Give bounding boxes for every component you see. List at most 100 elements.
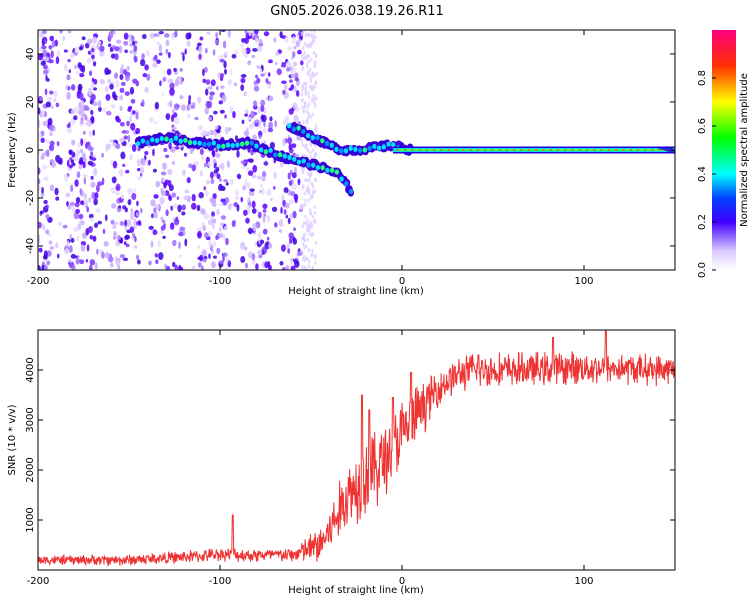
carrier-peak <box>440 149 443 151</box>
spectrogram-noise-point <box>291 36 296 44</box>
spectrogram-noise-point <box>114 221 119 225</box>
main-trace-core <box>287 154 292 160</box>
spectrogram-noise-point <box>207 161 212 167</box>
spectrogram-noise-point <box>204 107 209 115</box>
spectrogram-noise-point <box>247 116 252 121</box>
spectrogram-noise-point <box>162 162 167 170</box>
spectrogram-noise-point <box>57 253 60 259</box>
spectrogram-noise-point <box>184 189 190 194</box>
spectrogram-noise-point <box>42 69 49 75</box>
spectrogram-noise-point <box>47 78 50 82</box>
spectrogram-noise-point <box>223 60 227 69</box>
spectrogram-noise-point <box>203 129 207 137</box>
spectrogram-noise-point <box>120 81 126 86</box>
spectrogram-noise-point <box>235 196 240 201</box>
spectrogram-noise-point <box>311 148 315 153</box>
spectrogram-noise-point <box>88 197 91 203</box>
spectrogram-noise-point <box>152 62 158 68</box>
spectrogram-noise-point <box>115 259 121 267</box>
spectrogram-noise-point <box>45 213 50 220</box>
spectrogram-noise-point <box>219 178 222 182</box>
spectrogram-noise-point <box>200 131 205 137</box>
spectrogram-noise-point <box>266 189 272 196</box>
spectrogram-noise-point <box>89 235 94 240</box>
spectrogram-noise-point <box>141 53 145 60</box>
spectrogram-noise-point <box>292 61 298 67</box>
spectrogram-noise-point <box>204 232 209 239</box>
spectrogram-noise-point <box>311 194 314 199</box>
spectrogram-noise-point <box>255 37 259 43</box>
spectrogram-noise-point <box>167 78 173 84</box>
snr-y-tick-label: 2000 <box>25 457 36 482</box>
spectrogram-noise-point <box>136 200 139 207</box>
spectrogram-noise-point <box>307 171 311 176</box>
spectrogram-noise-point <box>197 256 203 261</box>
spectrogram-noise-point <box>224 126 229 135</box>
spectrogram-noise-point <box>40 137 45 143</box>
spectrogram-noise-point <box>202 258 207 263</box>
spectrogram-noise-point <box>68 69 72 74</box>
spectrogram-noise-point <box>114 46 120 52</box>
spectrogram-noise-point <box>115 115 120 121</box>
spectrogram-noise-point <box>223 179 228 183</box>
spectrogram-noise-point <box>308 259 311 264</box>
spectrogram-noise-point <box>81 99 84 107</box>
spectrogram-noise-point <box>42 164 48 170</box>
spectrogram-noise-point <box>63 173 69 182</box>
spectrogram-noise-point <box>153 194 159 199</box>
spectrogram-noise-point <box>197 230 202 239</box>
spectrogram-noise-point <box>55 196 60 201</box>
spectrogram-noise-point <box>225 237 229 246</box>
spectrogram-noise-point <box>115 240 120 247</box>
spectrogram-noise-point <box>55 242 59 249</box>
spectrogram-noise-point <box>308 188 311 193</box>
spectrogram-noise-point <box>290 265 296 270</box>
spectrogram-noise-point <box>262 128 267 133</box>
spectrogram-noise-point <box>259 68 263 74</box>
spectrogram-noise-point <box>67 58 71 63</box>
spectrogram-noise-point <box>248 190 255 197</box>
spectrogram-noise-point <box>126 66 130 71</box>
spectrogram-noise-point <box>67 204 71 210</box>
spectrogram-noise-point <box>283 209 287 215</box>
spectrogram-noise-point <box>77 223 82 231</box>
spectrogram-noise-point <box>288 198 294 205</box>
spectrogram-noise-point <box>209 91 215 96</box>
spectrogram-noise-point <box>292 210 297 219</box>
spectrogram-noise-point <box>251 54 256 59</box>
spectrogram-noise-point <box>110 262 114 268</box>
spectrogram-noise-point <box>283 84 288 91</box>
spectrogram-noise-point <box>56 50 61 58</box>
spectrogram-noise-point <box>211 211 215 217</box>
spectrogram-noise-point <box>215 32 218 38</box>
main-trace-core <box>173 135 179 141</box>
spectrogram-noise-point <box>234 135 239 142</box>
spectrogram-noise-point <box>307 59 311 64</box>
spectrogram-noise-point <box>243 91 247 97</box>
spectrogram-noise-point <box>227 30 231 38</box>
spectrogram-noise-point <box>129 226 135 233</box>
spectrogram-noise-point <box>66 240 70 247</box>
spectrogram-noise-point <box>291 143 297 149</box>
spectrogram-x-tick-label: 100 <box>574 276 593 287</box>
carrier-peak <box>498 149 501 151</box>
spectrogram-noise-point <box>43 56 50 62</box>
spectrogram-noise-point <box>107 43 112 48</box>
spectrogram-noise-point <box>78 160 84 165</box>
spectrogram-noise-point <box>293 227 296 231</box>
spectrogram-noise-point <box>69 157 73 161</box>
spectrogram-noise-point <box>79 92 84 101</box>
spectrogram-noise-point <box>172 109 175 114</box>
spectrogram-noise-point <box>127 134 131 143</box>
spectrogram-noise-point <box>41 45 47 50</box>
spectrogram-noise-point <box>256 65 260 69</box>
spectrogram-noise-point <box>290 73 296 79</box>
spectrogram-noise-point <box>220 222 224 226</box>
spectrogram-noise-point <box>182 169 186 176</box>
spectrogram-noise-point <box>293 114 299 123</box>
spectrogram-noise-point <box>44 229 50 234</box>
spectrogram-noise-point <box>89 70 93 76</box>
spectrogram-noise-point <box>309 211 312 216</box>
spectrogram-noise-point <box>273 222 278 228</box>
spectrogram-noise-point <box>96 184 100 193</box>
